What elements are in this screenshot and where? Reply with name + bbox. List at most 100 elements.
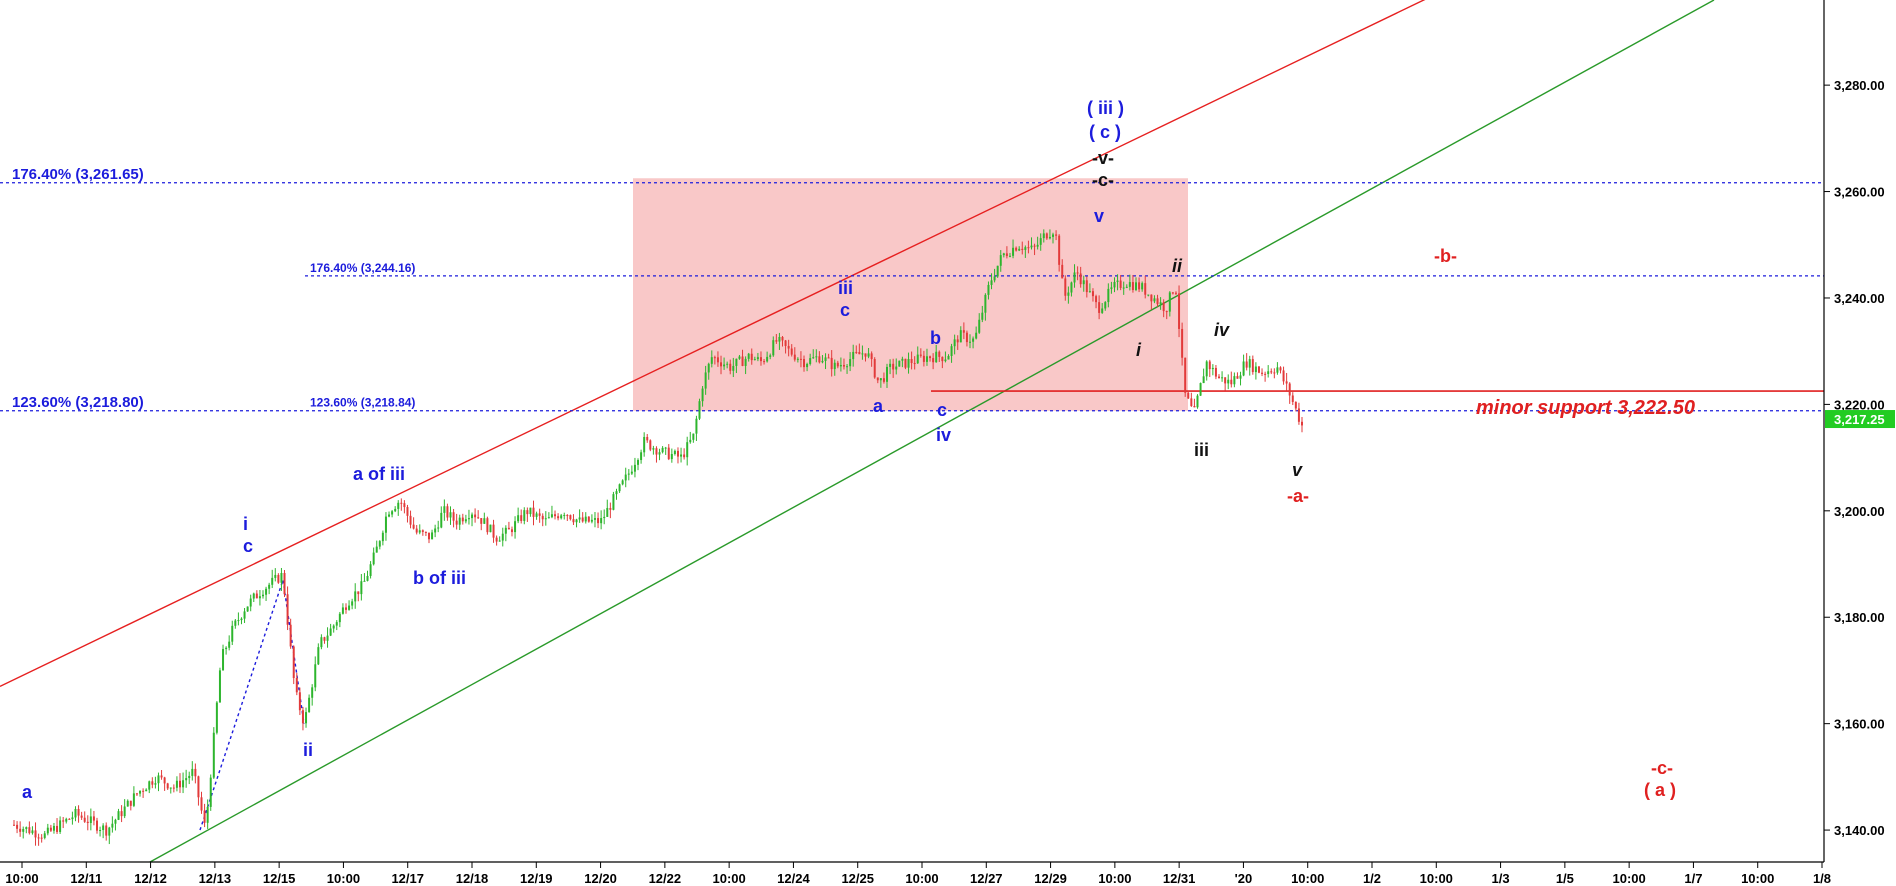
candle-body	[142, 790, 145, 792]
candle-body	[612, 494, 615, 510]
candle-body	[461, 517, 464, 522]
candle-body	[320, 637, 323, 648]
x-tick-label: 12/11	[70, 871, 102, 886]
candle-body	[867, 353, 870, 357]
candle-body	[993, 276, 996, 281]
candle-body	[1070, 282, 1073, 293]
candle-body	[809, 358, 812, 364]
candle-body	[787, 345, 790, 349]
candle-body	[895, 366, 898, 370]
candle-body	[916, 354, 919, 364]
candle-body	[65, 818, 68, 822]
candle-body	[434, 528, 437, 533]
candle-body	[793, 354, 796, 360]
fib-label-123-major: 123.60% (3,218.80)	[12, 394, 144, 411]
candle-body	[25, 827, 28, 829]
x-tick-label: 10:00	[713, 871, 746, 886]
candle-body	[289, 624, 292, 647]
candle-body	[959, 330, 962, 343]
candle-body	[827, 357, 830, 359]
candle-body	[864, 353, 867, 357]
candle-body	[188, 775, 191, 779]
candle-body	[529, 507, 532, 515]
candle-body	[1131, 282, 1134, 291]
candle-body	[1079, 273, 1082, 285]
x-tick-label: 1/2	[1363, 871, 1381, 886]
candle-body	[409, 515, 412, 525]
candle-body	[277, 574, 280, 583]
wave-label-iv: iv	[936, 425, 951, 445]
candle-body	[1254, 366, 1257, 373]
candle-body	[732, 365, 735, 371]
candle-body	[1227, 379, 1230, 384]
candle-body	[501, 533, 504, 541]
candle-body	[1101, 308, 1104, 313]
candle-body	[698, 401, 701, 419]
candle-body	[652, 448, 655, 450]
candle-body	[1187, 392, 1190, 399]
candle-body	[510, 529, 513, 533]
candle-body	[363, 580, 366, 582]
candle-body	[308, 697, 311, 713]
candle-body	[492, 524, 495, 538]
candle-body	[1297, 408, 1300, 422]
candle-body	[56, 825, 59, 832]
candle-body	[575, 519, 578, 523]
candle-body	[624, 474, 627, 481]
candle-body	[532, 507, 535, 517]
candle-body	[1012, 247, 1015, 256]
plot-background	[0, 0, 1824, 862]
candle-body	[1058, 235, 1061, 265]
candle-body	[271, 577, 274, 585]
candle-body	[212, 732, 215, 778]
candle-body	[747, 353, 750, 359]
candle-body	[852, 351, 855, 360]
candle-body	[1153, 298, 1156, 302]
x-tick-label: 12/22	[649, 871, 682, 886]
candle-body	[1042, 233, 1045, 239]
candle-body	[1294, 401, 1297, 409]
candle-body	[815, 356, 818, 358]
candle-body	[944, 359, 947, 362]
candle-body	[520, 515, 523, 521]
candle-body	[372, 552, 375, 565]
candle-body	[286, 594, 289, 625]
candle-body	[471, 514, 474, 519]
candle-body	[941, 356, 944, 362]
candle-body	[311, 687, 314, 698]
candle-body	[1156, 298, 1159, 305]
candle-body	[870, 353, 873, 360]
candle-body	[1045, 233, 1048, 239]
y-tick-label: 3,180.00	[1834, 610, 1885, 625]
candle-body	[452, 512, 455, 521]
candle-body	[756, 357, 759, 360]
candle-body	[932, 358, 935, 363]
candle-body	[243, 611, 246, 619]
candle-body	[360, 581, 363, 595]
candle-body	[876, 377, 879, 381]
candle-body	[1291, 395, 1294, 402]
candle-body	[999, 255, 1002, 266]
candle-body	[46, 827, 49, 834]
candle-body	[166, 783, 169, 789]
candle-body	[1048, 236, 1051, 239]
candle-body	[1135, 282, 1138, 291]
candle-body	[538, 513, 541, 516]
candle-body	[1159, 302, 1162, 305]
candle-body	[504, 527, 507, 534]
candle-body	[741, 356, 744, 366]
candle-body	[606, 507, 609, 517]
candle-body	[507, 527, 510, 530]
x-tick-label: '20	[1235, 871, 1253, 886]
wave-label-black-i: i	[1136, 340, 1142, 360]
candle-body	[618, 484, 621, 492]
candle-body	[849, 359, 852, 367]
candle-body	[378, 541, 381, 547]
candle-body	[366, 575, 369, 581]
candle-body	[203, 810, 206, 823]
candle-body	[175, 780, 178, 788]
candle-body	[643, 436, 646, 453]
candle-body	[200, 797, 203, 811]
y-axis-ticks: 3,140.00 3,160.00 3,180.00 3,200.00 3,220.00…	[1824, 78, 1885, 838]
candle-body	[1107, 288, 1110, 303]
